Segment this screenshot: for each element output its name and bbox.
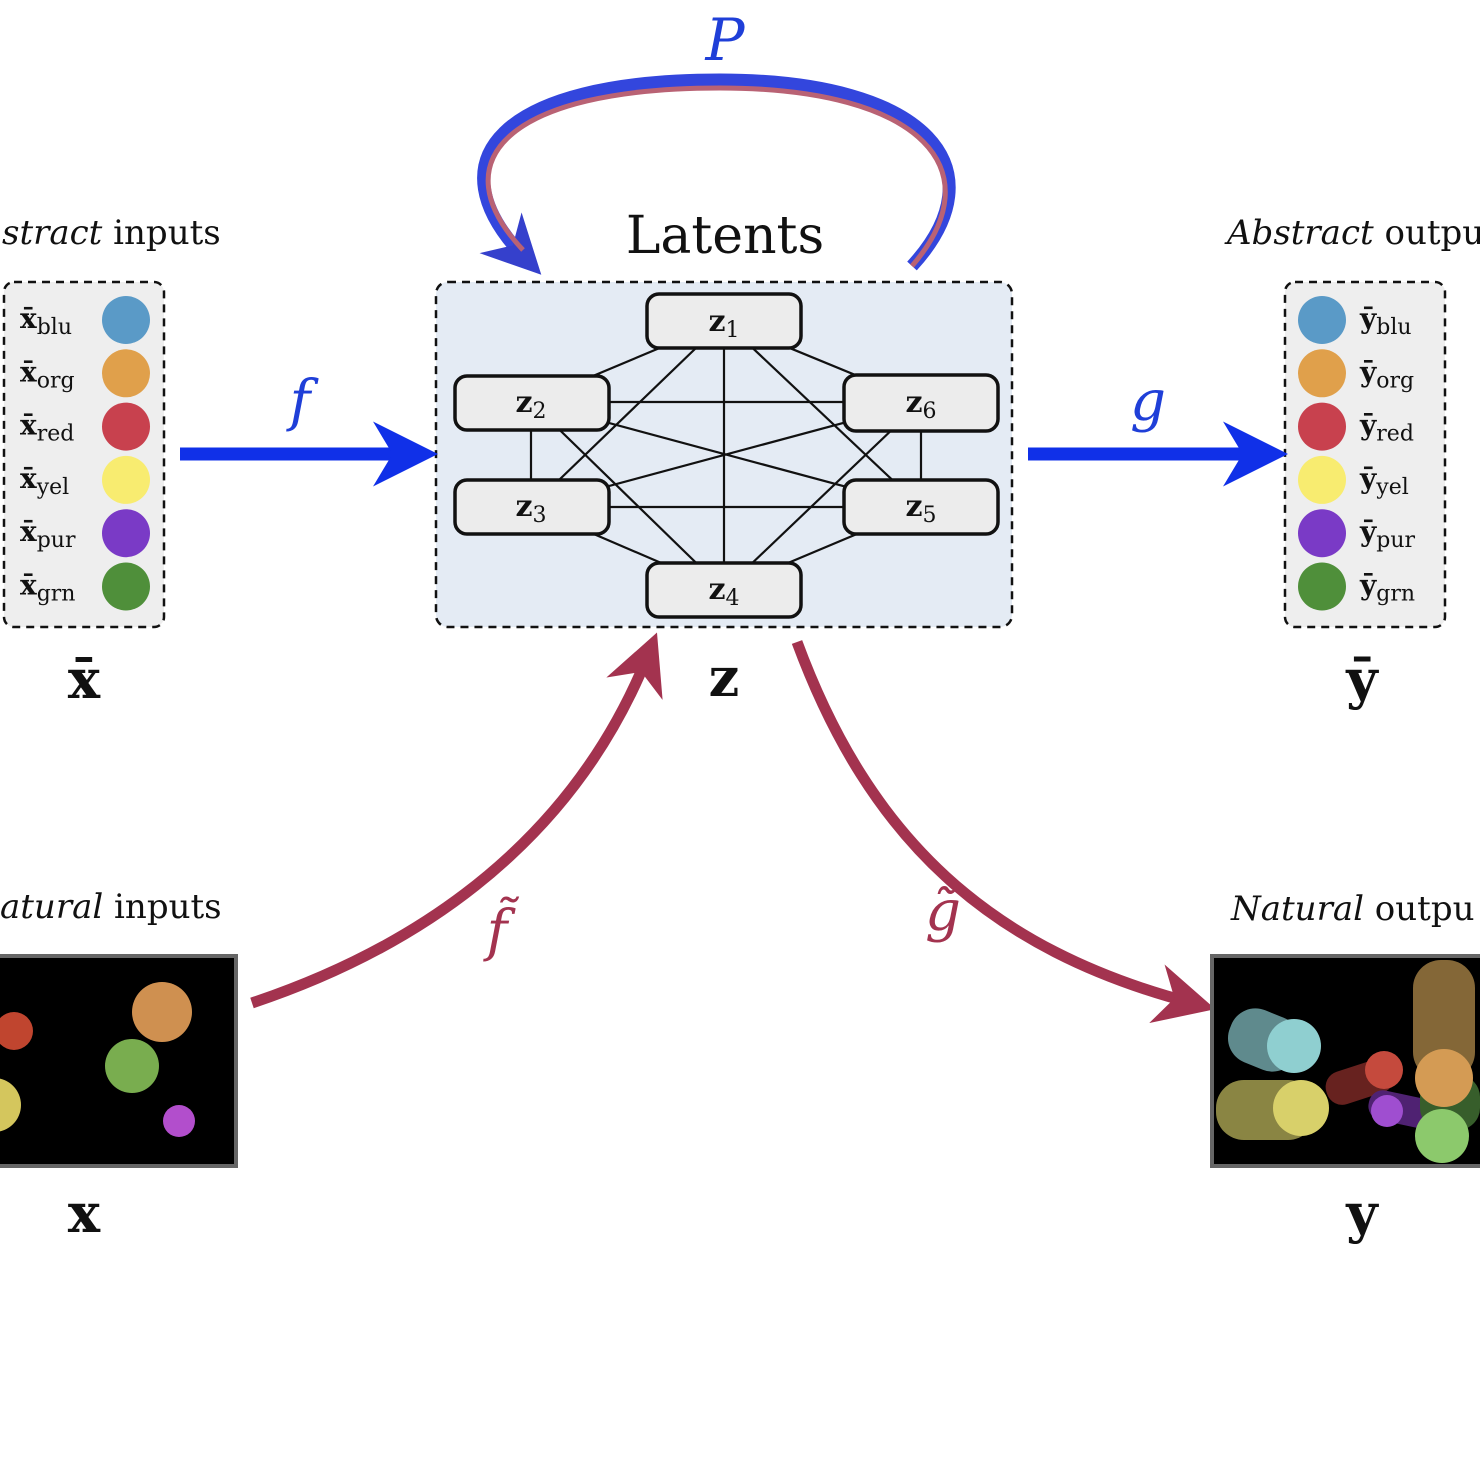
- latent-node-z4: z4: [645, 561, 803, 619]
- node-base: z: [905, 385, 922, 420]
- color-dot: [1298, 562, 1346, 611]
- node-sub: 4: [726, 586, 740, 611]
- latent-symbol: z: [709, 645, 740, 709]
- latents-title: Latents: [626, 206, 824, 266]
- natural-inputs-image: [0, 954, 238, 1168]
- arrow-g-label: g: [1130, 369, 1166, 434]
- item-label: ȳgrn: [1359, 569, 1415, 607]
- abstract-inputs-heading: stract inputs: [2, 213, 221, 253]
- node-sub: 5: [923, 503, 937, 528]
- item-label: ȳorg: [1359, 355, 1414, 393]
- abstract-output-item-pur: ȳpur: [1298, 509, 1416, 558]
- svg-text:z4: z4: [708, 572, 739, 611]
- svg-text:z3: z3: [515, 489, 546, 528]
- abstract-outputs-list: ȳblu ȳorg ȳred ȳyel ȳpur ȳgrn: [1298, 296, 1416, 611]
- natural-inputs-symbol: x: [68, 1181, 101, 1245]
- node-base: z: [708, 304, 725, 339]
- node-sub: 1: [726, 318, 740, 343]
- item-label: x̄grn: [20, 569, 75, 607]
- abstract-output-item-yel: ȳyel: [1298, 455, 1409, 504]
- svg-text:z6: z6: [905, 385, 936, 424]
- abstract-output-item-red: ȳred: [1298, 402, 1414, 451]
- item-label: ȳred: [1359, 409, 1414, 447]
- loop-arrow-p: [477, 73, 956, 275]
- abstract-outputs-heading: Abstract outpu: [1224, 213, 1480, 253]
- arrow-f-tilde: [250, 632, 663, 1009]
- abstract-outputs-symbol: ȳ: [1345, 647, 1379, 711]
- svg-text:z2: z2: [515, 385, 546, 424]
- arrow-g-tilde-label: g̃: [925, 879, 961, 944]
- svg-text:z1: z1: [708, 304, 739, 343]
- abstract-input-item-pur: x̄pur: [20, 509, 150, 558]
- abstract-inputs-list: x̄blu x̄org x̄red x̄yel x̄pur x̄grn: [20, 296, 150, 611]
- abstract-input-item-blu: x̄blu: [20, 296, 150, 344]
- natural-inputs-heading: atural inputs: [0, 887, 222, 927]
- node-sub: 2: [533, 399, 547, 424]
- latent-node-z6: z6: [842, 373, 1000, 433]
- item-label: x̄blu: [20, 302, 72, 340]
- color-dot: [102, 296, 150, 344]
- latent-node-z1: z1: [645, 292, 803, 350]
- latent-node-z3: z3: [453, 478, 611, 536]
- arrow-f-tilde-label: f̃: [483, 896, 520, 964]
- color-dot: [102, 562, 150, 611]
- svg-text:z5: z5: [905, 489, 936, 528]
- arrow-g-tilde: [791, 640, 1216, 1024]
- node-sub: 6: [923, 399, 937, 424]
- item-label: x̄red: [20, 409, 74, 447]
- latent-node-z5: z5: [842, 478, 1000, 536]
- abstract-output-item-grn: ȳgrn: [1298, 562, 1415, 611]
- node-base: z: [905, 489, 922, 524]
- node-sub: 3: [533, 503, 547, 528]
- abstract-input-item-grn: x̄grn: [20, 562, 150, 611]
- color-dot: [1298, 296, 1346, 344]
- item-label: ȳpur: [1359, 515, 1416, 553]
- loop-label: P: [704, 6, 745, 74]
- item-label: x̄org: [20, 355, 75, 393]
- item-label: ȳblu: [1359, 302, 1412, 340]
- color-dot: [1298, 349, 1346, 398]
- item-label: x̄yel: [20, 462, 69, 500]
- node-base: z: [708, 572, 725, 607]
- color-dot: [1298, 509, 1346, 558]
- natural-outputs-symbol: y: [1345, 1181, 1379, 1245]
- arrow-f-label: f: [286, 369, 320, 434]
- color-dot: [102, 349, 150, 398]
- abstract-output-item-blu: ȳblu: [1298, 296, 1412, 344]
- item-label: ȳyel: [1359, 462, 1409, 500]
- node-base: z: [515, 489, 532, 524]
- color-dot: [102, 509, 150, 558]
- abstract-output-item-org: ȳorg: [1298, 349, 1414, 398]
- natural-outputs-heading: Natural outpu: [1230, 889, 1474, 929]
- item-label: x̄pur: [20, 515, 76, 553]
- natural-outputs-image: [1210, 954, 1480, 1168]
- color-dot: [102, 455, 150, 504]
- latent-node-z2: z2: [453, 374, 611, 432]
- abstract-input-item-red: x̄red: [20, 402, 150, 451]
- abstract-inputs-symbol: x̄: [68, 647, 101, 711]
- color-dot: [1298, 455, 1346, 504]
- color-dot: [102, 402, 150, 451]
- abstract-input-item-org: x̄org: [20, 349, 150, 398]
- node-base: z: [515, 385, 532, 420]
- abstract-input-item-yel: x̄yel: [20, 455, 150, 504]
- color-dot: [1298, 402, 1346, 451]
